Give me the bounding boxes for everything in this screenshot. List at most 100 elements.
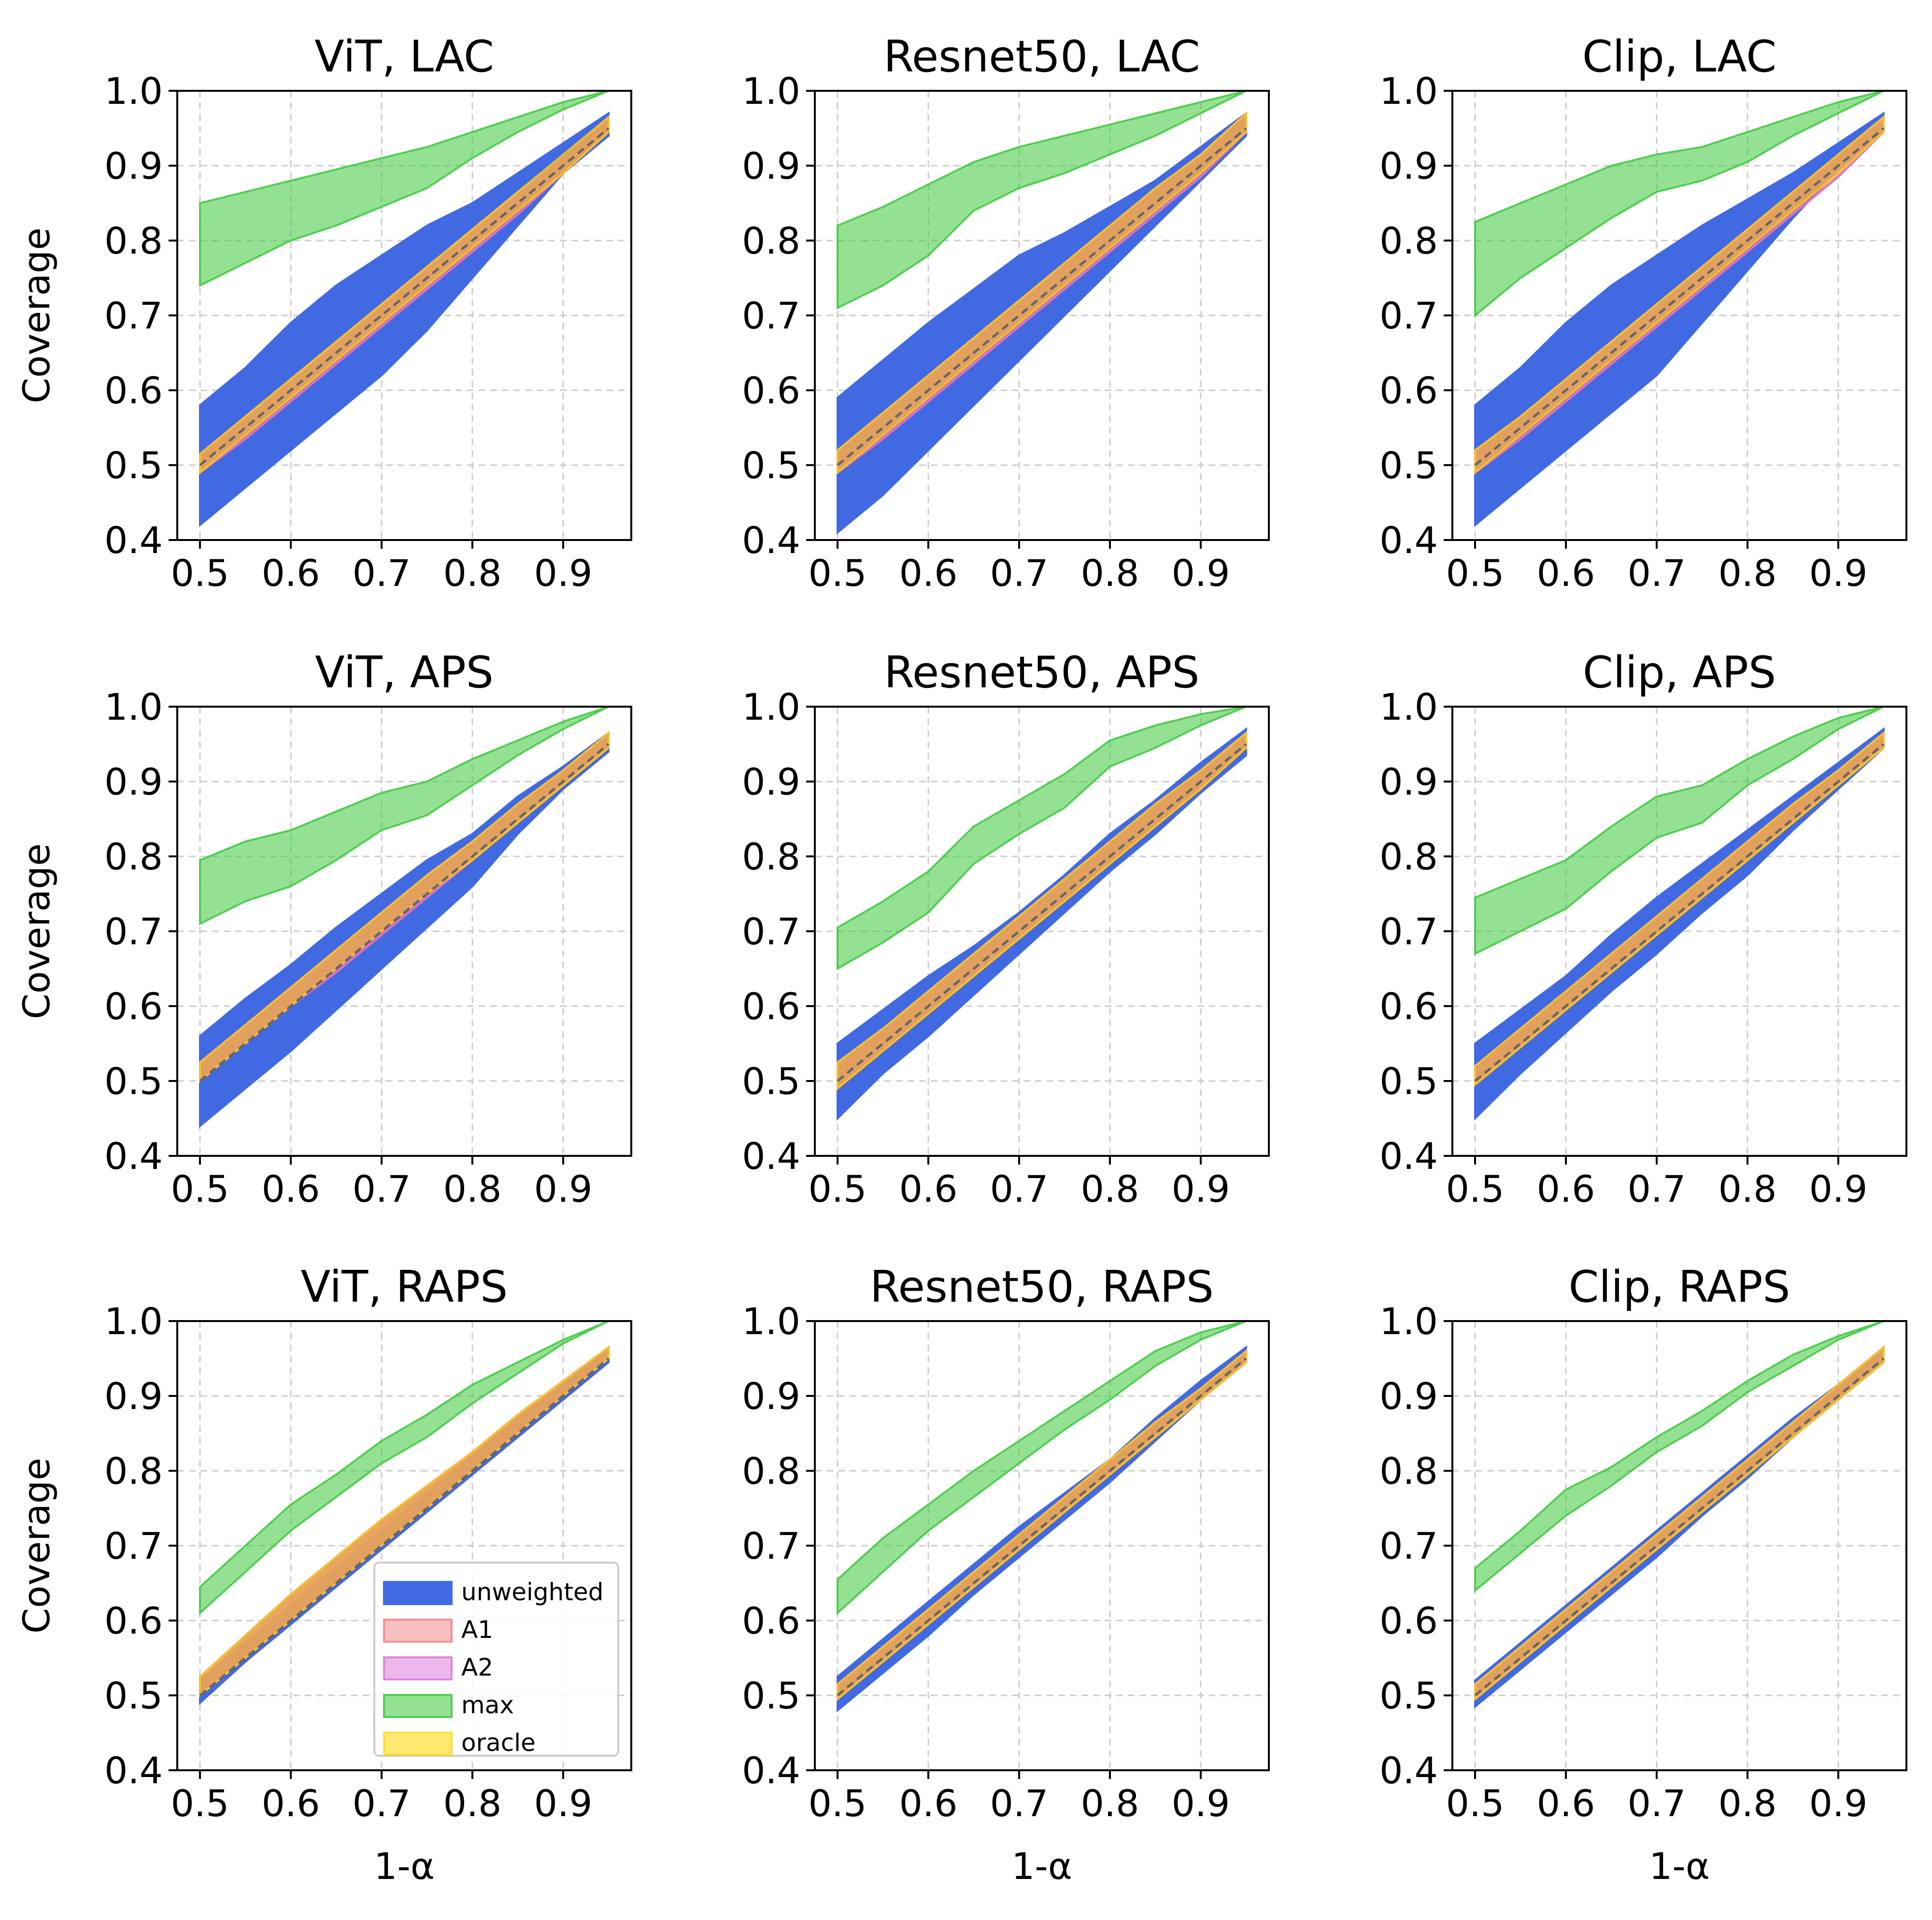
plot-area (1474, 1321, 1885, 1709)
y-tick-label: 0.6 (1379, 369, 1438, 412)
y-tick-label: 0.8 (104, 219, 163, 262)
y-tick-label: 0.8 (1379, 1450, 1438, 1493)
x-axis-label: 1-α (1649, 1845, 1710, 1888)
y-tick-label: 0.5 (104, 444, 163, 487)
y-tick-label: 0.5 (742, 1674, 800, 1717)
chart-title: ViT, RAPS (301, 1262, 508, 1312)
subplot-6: 0.5 0.6 0.7 0.8 0.90.40.50.60.70.80.91.0ViT,… (15, 1262, 632, 1888)
x-tick-label: 0.9 (534, 552, 593, 595)
x-axis-label: 1-α (374, 1845, 435, 1888)
x-tick-label: 0.9 (1172, 1782, 1230, 1825)
band-max (837, 91, 1247, 310)
y-tick-label: 1.0 (742, 685, 800, 728)
x-tick-label: 0.9 (534, 1167, 593, 1210)
legend-label-unweighted: unweighted (461, 1578, 603, 1606)
y-tick-label: 0.6 (104, 985, 163, 1028)
reference-line (837, 127, 1247, 466)
y-tick-label: 0.9 (742, 760, 800, 803)
y-tick-label: 0.4 (1379, 519, 1438, 562)
reference-line (837, 1357, 1247, 1696)
y-axis-label: Coverage (15, 228, 58, 403)
y-tick-label: 0.6 (742, 1599, 800, 1642)
y-tick-label: 0.4 (1379, 1749, 1438, 1792)
chart-title: Clip, LAC (1582, 31, 1776, 82)
band-max (837, 707, 1247, 970)
x-axis-label: 1-α (1011, 1845, 1072, 1888)
band-oracle (199, 115, 610, 475)
subplot-8: 0.5 0.6 0.7 0.8 0.90.40.50.60.70.80.91.0Clip… (1379, 1262, 1907, 1888)
band-oracle (199, 731, 610, 1083)
y-tick-label: 0.8 (742, 835, 800, 878)
x-tick-label: 0.6 (1537, 1782, 1595, 1825)
reference-line (1474, 127, 1885, 466)
x-tick-label: 0.9 (1809, 1782, 1868, 1825)
y-tick-label: 0.7 (1379, 1524, 1438, 1567)
band-max (1474, 91, 1884, 318)
y-tick-label: 0.7 (1379, 910, 1438, 953)
y-tick-label: 0.5 (742, 1060, 800, 1103)
y-tick-label: 0.8 (742, 1450, 800, 1493)
reference-line (199, 1357, 610, 1696)
x-tick-label: 0.7 (1628, 1167, 1686, 1210)
band-oracle (1474, 115, 1885, 475)
y-tick-label: 0.6 (104, 1599, 163, 1642)
x-tick-label: 0.5 (171, 1782, 229, 1825)
y-tick-label: 0.4 (742, 1749, 800, 1792)
x-tick-label: 0.8 (1719, 1167, 1777, 1210)
x-tick-label: 0.7 (1628, 552, 1686, 595)
chart-title: Resnet50, LAC (883, 31, 1200, 82)
subplot-2: 0.5 0.6 0.7 0.8 0.90.40.50.60.70.80.91.0Clip… (1379, 31, 1907, 595)
legend-label-a1: A1 (461, 1616, 493, 1644)
x-tick-label: 0.5 (809, 552, 867, 595)
chart-title: Clip, APS (1583, 647, 1776, 698)
x-tick-label: 0.7 (990, 552, 1049, 595)
y-tick-label: 1.0 (104, 1300, 163, 1343)
y-tick-label: 1.0 (104, 685, 163, 728)
x-tick-label: 0.7 (990, 1782, 1049, 1825)
y-axis-label: Coverage (15, 1458, 58, 1634)
band-oracle (837, 731, 1247, 1091)
subplot-5: 0.5 0.6 0.7 0.8 0.90.40.50.60.70.80.91.0Clip… (1379, 647, 1907, 1210)
reference-line (1474, 1357, 1885, 1696)
x-tick-label: 0.6 (1537, 552, 1595, 595)
y-tick-label: 0.8 (104, 1450, 163, 1493)
band-max (199, 1321, 609, 1616)
x-tick-label: 0.7 (990, 1167, 1049, 1210)
x-tick-label: 0.7 (1628, 1782, 1686, 1825)
x-tick-label: 0.8 (1081, 1167, 1139, 1210)
subplot-3: 0.5 0.6 0.7 0.8 0.90.40.50.60.70.80.91.0ViT,… (15, 647, 632, 1210)
x-tick-label: 0.8 (443, 1782, 502, 1825)
band-max (1474, 707, 1884, 955)
chart-title: Resnet50, RAPS (870, 1262, 1214, 1312)
x-tick-label: 0.5 (1446, 552, 1505, 595)
y-tick-label: 0.5 (742, 444, 800, 487)
x-tick-label: 0.6 (899, 1782, 958, 1825)
y-tick-label: 0.6 (742, 369, 800, 412)
y-tick-label: 0.7 (742, 1524, 800, 1567)
x-tick-label: 0.8 (443, 1167, 502, 1210)
x-tick-label: 0.8 (1719, 552, 1777, 595)
subplot-7: 0.5 0.6 0.7 0.8 0.90.40.50.60.70.80.91.0Resn… (742, 1262, 1270, 1888)
band-max (837, 1321, 1247, 1616)
y-tick-label: 0.5 (1379, 1674, 1438, 1717)
reference-line (199, 127, 610, 466)
plot-area (199, 91, 610, 527)
x-tick-label: 0.5 (1446, 1782, 1505, 1825)
y-tick-label: 0.7 (1379, 294, 1438, 337)
y-tick-label: 1.0 (1379, 1300, 1438, 1343)
y-tick-label: 1.0 (742, 70, 800, 113)
x-tick-label: 0.9 (1809, 552, 1868, 595)
y-tick-label: 0.9 (1379, 760, 1438, 803)
x-tick-label: 0.9 (1172, 552, 1230, 595)
x-tick-label: 0.5 (1446, 1167, 1505, 1210)
legend-swatch-a2 (383, 1656, 453, 1680)
x-tick-label: 0.5 (809, 1167, 867, 1210)
y-tick-label: 0.9 (742, 1375, 800, 1418)
legend-label-max: max (461, 1691, 514, 1719)
y-tick-label: 0.8 (104, 835, 163, 878)
y-tick-label: 0.9 (742, 144, 800, 187)
y-tick-label: 0.8 (742, 219, 800, 262)
y-tick-label: 0.7 (742, 294, 800, 337)
y-tick-label: 0.9 (1379, 1375, 1438, 1418)
